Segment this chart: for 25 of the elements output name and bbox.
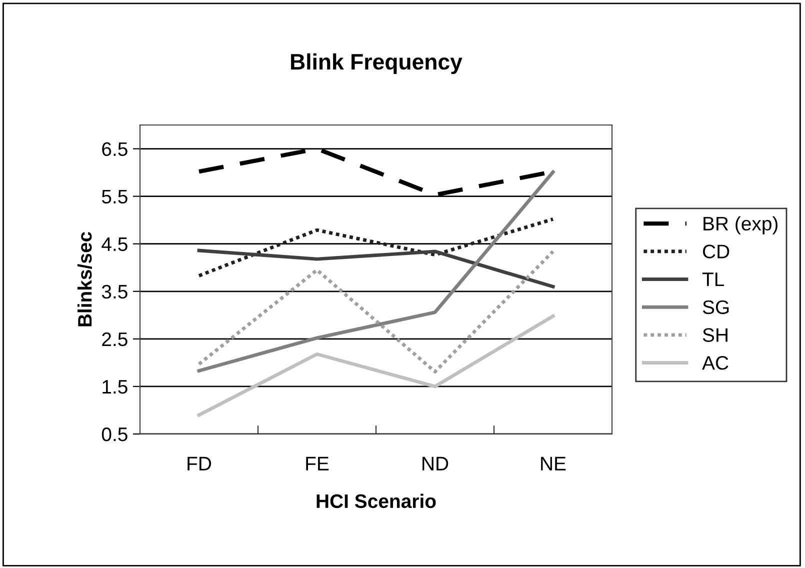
chart-title: Blink Frequency [291,53,462,74]
y-tick-label: 0.5 [102,427,128,442]
y-tick-label: 6.5 [102,142,128,156]
y-axis-title: Blinks/sec [77,232,92,326]
x-tick-label: ND [422,456,448,470]
legend-label: AC [702,356,728,370]
legend-label: TL [702,272,724,286]
x-tick-label: FD [188,456,212,470]
y-tick-label: 1.5 [102,380,128,394]
y-tick-label: 4.5 [102,238,128,252]
line-series [197,250,555,374]
y-tick-label: 2.5 [102,332,128,346]
line-series [197,314,555,417]
line-series [197,170,555,373]
line-series [197,248,555,288]
line-series [197,217,555,278]
legend-label: SH [702,328,728,342]
y-tick-label: 3.5 [102,284,128,299]
legend-label: BR (exp) [704,216,778,234]
x-tick-label: FE [306,456,329,470]
x-tick-label: NE [541,456,566,470]
y-tick-label: 5.5 [102,190,128,204]
legend-label: CD [702,244,730,258]
legend-label: SG [702,300,729,314]
x-axis-title: HCI Scenario [316,494,436,508]
